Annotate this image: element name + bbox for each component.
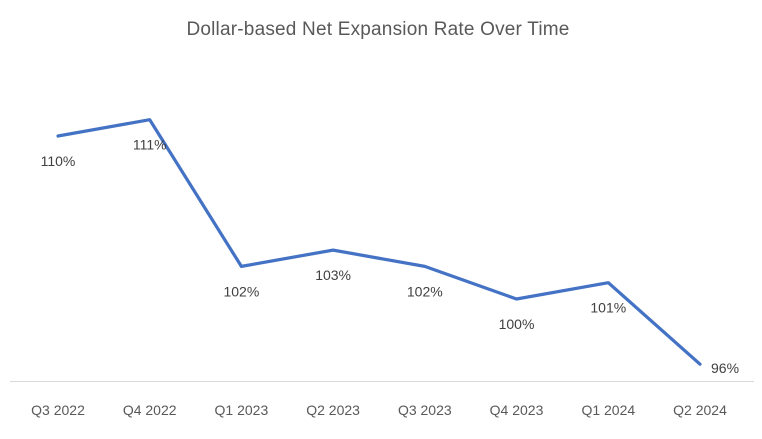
series-line (56, 118, 702, 366)
data-label: 110% (41, 153, 76, 169)
data-label: 101% (590, 300, 626, 316)
x-axis-label: Q3 2022 (31, 402, 85, 418)
x-axis-label: Q1 2024 (581, 402, 635, 418)
x-axis-label: Q2 2024 (673, 402, 727, 418)
x-axis-label: Q2 2023 (306, 402, 360, 418)
data-label: 100% (499, 316, 535, 332)
data-label: 103% (315, 267, 351, 283)
data-label: 102% (407, 283, 443, 299)
x-axis-label: Q3 2023 (398, 402, 452, 418)
x-axis-labels: Q3 2022 Q4 2022 Q1 2023 Q2 2023 Q3 2023 Q4 20… (31, 402, 727, 418)
data-label: 111% (133, 137, 167, 153)
data-label: 96% (711, 360, 739, 376)
data-labels: 110% 111% 102% 103% 102% 100% 101% 96% (41, 137, 739, 377)
x-axis-label: Q4 2022 (123, 402, 177, 418)
data-label: 102% (223, 283, 259, 299)
x-axis-label: Q1 2023 (215, 402, 269, 418)
x-axis-label: Q4 2023 (490, 402, 544, 418)
chart-title: Dollar-based Net Expansion Rate Over Tim… (186, 19, 569, 40)
